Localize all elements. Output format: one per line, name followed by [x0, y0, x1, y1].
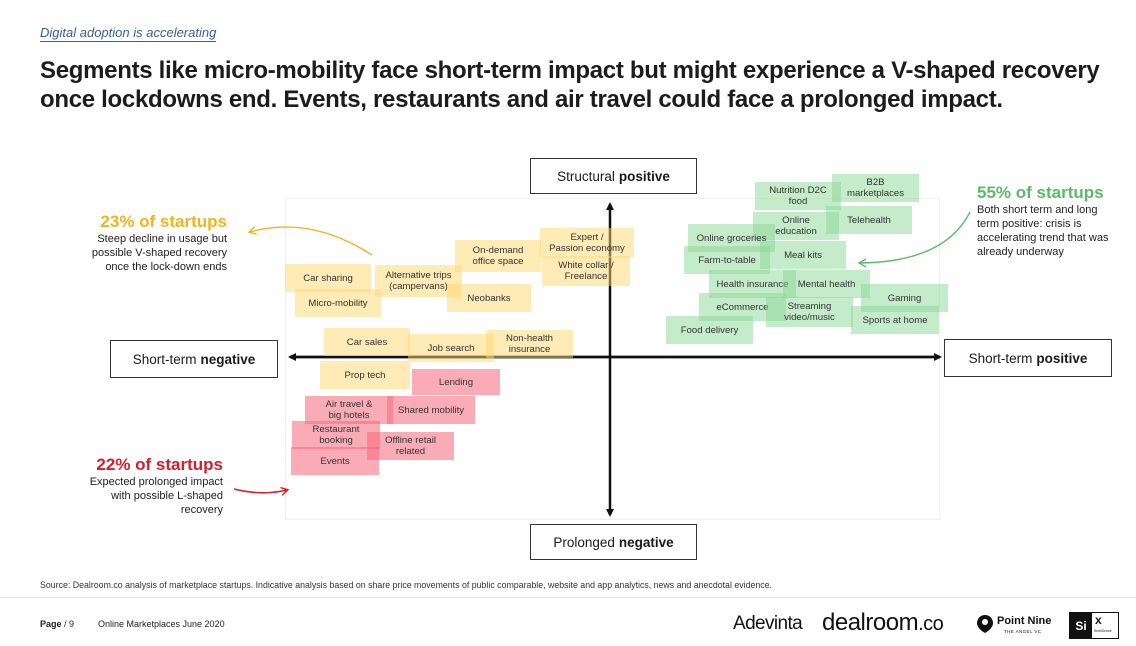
footer-divider — [0, 597, 1136, 598]
dealroom-logo: dealroom.co — [822, 609, 944, 636]
callout-red-title: 22% of startups — [96, 455, 223, 474]
callout-yellow-title: 23% of startups — [100, 212, 227, 231]
green-callout-arrow — [860, 211, 971, 263]
callout-green-title: 55% of startups — [977, 183, 1104, 202]
section-kicker: Digital adoption is accelerating — [40, 25, 217, 42]
segment-streaming-video-music: Streaming video/music — [766, 297, 853, 327]
segment-car-sharing: Car sharing — [285, 264, 371, 292]
segment-offline-retail-related: Offline retail related — [367, 432, 454, 460]
adevinta-logo: Adevinta — [733, 613, 803, 634]
segment-neobanks: Neobanks — [447, 284, 531, 312]
source-note: Source: Dealroom.co analysis of marketpl… — [40, 580, 773, 590]
point-nine-logo: Point Nine — [997, 615, 1052, 627]
callout-red: 22% of startups Expected prolonged impac… — [36, 455, 223, 517]
segment-telehealth: Telehealth — [826, 206, 912, 234]
segment-food-delivery: Food delivery — [666, 316, 753, 344]
segment-on-demand-office-space: On-demand office space — [455, 240, 541, 272]
segment-white-collar-freelance: White collar / Freelance — [542, 256, 630, 286]
segment-car-sales: Car sales — [324, 328, 410, 356]
segment-micro-mobility: Micro-mobility — [295, 289, 381, 317]
segment-prop-tech: Prop tech — [320, 361, 410, 389]
callout-yellow: 23% of startups Steep decline in usage b… — [40, 212, 227, 274]
sixth-sense-logo: Si x SixthSense — [1069, 612, 1119, 639]
segment-expert-passion-economy: Expert / Passion economy — [540, 228, 634, 258]
axis-label-bottom: Prolonged negative — [530, 524, 697, 560]
segment-job-search: Job search — [408, 334, 494, 362]
segment-restaurant-booking: Restaurant booking — [292, 421, 380, 449]
yellow-callout-arrow — [250, 227, 373, 256]
point-nine-icon — [975, 614, 995, 634]
footer-page-number: Page / 9 — [40, 619, 75, 629]
page-headline: Segments like micro-mobility face short-… — [40, 57, 1100, 113]
axis-label-top: Structural positive — [530, 158, 697, 194]
segment-meal-kits: Meal kits — [760, 241, 846, 269]
axis-label-left: Short-term negative — [110, 340, 278, 378]
sixth-sense-logo-mark: Si — [1070, 613, 1092, 638]
segment-mental-health: Mental health — [783, 270, 870, 298]
callout-green-body: Both short term and long term positive: … — [977, 204, 1109, 258]
callout-green: 55% of startups Both short term and long… — [977, 183, 1127, 259]
segment-shared-mobility: Shared mobility — [387, 396, 475, 424]
segment-nutrition-d2c-food: Nutrition D2C food — [755, 182, 841, 210]
segment-farm-to-table: Farm-to-table — [684, 246, 770, 274]
callout-red-body: Expected prolonged impact with possible … — [89, 476, 223, 516]
footer-publication: Online Marketplaces June 2020 — [98, 619, 225, 629]
segment-b2b-marketplaces: B2B marketplaces — [832, 174, 919, 202]
red-callout-arrow — [233, 489, 287, 493]
segment-events: Events — [291, 447, 379, 475]
axis-label-right: Short-term positive — [944, 339, 1112, 377]
callout-yellow-body: Steep decline in usage but possible V-sh… — [91, 233, 227, 273]
segment-air-travel-big-hotels: Air travel & big hotels — [305, 396, 393, 424]
point-nine-tagline: THE ANGEL VC — [1004, 629, 1042, 634]
segment-lending: Lending — [412, 369, 500, 395]
segment-sports-at-home: Sports at home — [851, 306, 939, 334]
segment-non-health-insurance: Non-health insurance — [486, 330, 573, 358]
